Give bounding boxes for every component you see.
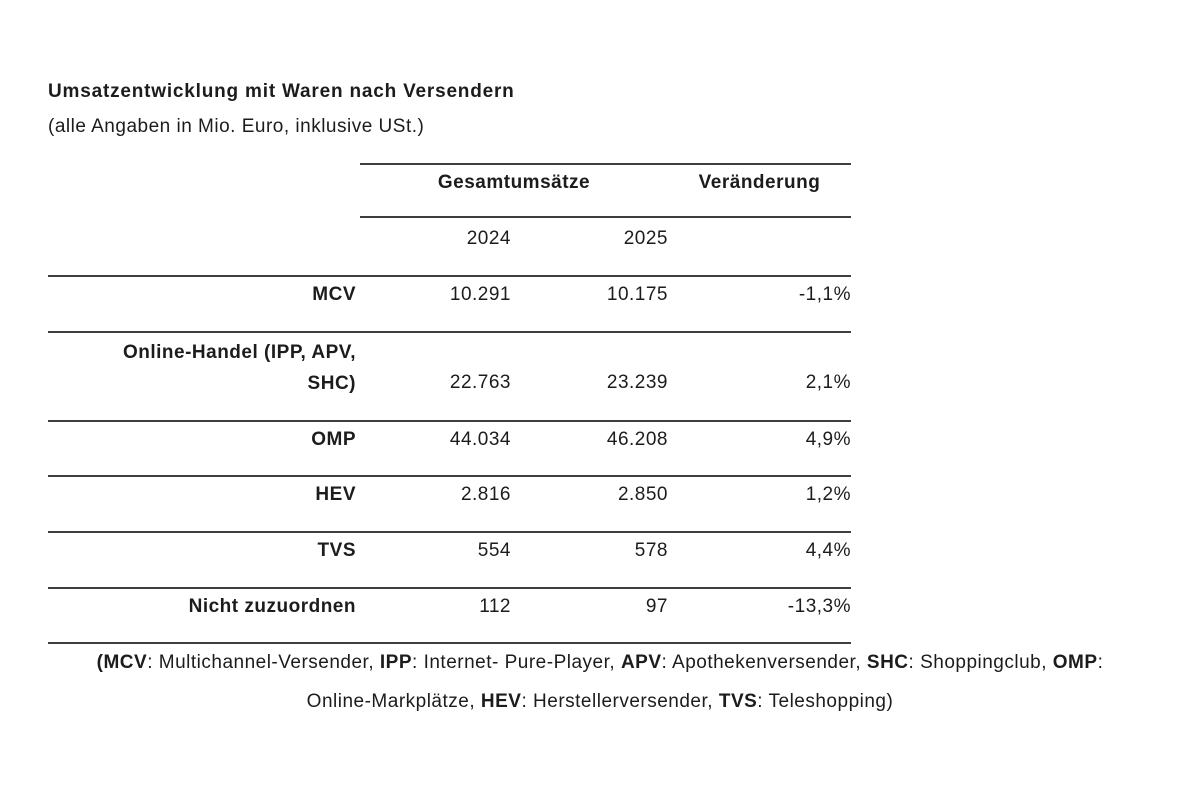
footnote-segment: SHC (866, 652, 909, 673)
change-value: 4,4% (805, 540, 851, 561)
value-2025: 23.239 (606, 372, 668, 393)
row-label: Online-Handel (IPP, APV, SHC) (48, 333, 360, 420)
footnote-segment: : Herstellerversender, (521, 691, 719, 712)
row-label: HEV (315, 484, 356, 505)
change-value: 2,1% (805, 372, 851, 393)
footnote-segment: : Shoppingclub, (908, 652, 1053, 673)
change-value: -1,1% (798, 284, 851, 305)
row-label: TVS (317, 540, 356, 561)
value-2024: 44.034 (449, 429, 511, 450)
footnote-segment: TVS (718, 691, 758, 712)
row-label: MCV (312, 284, 356, 305)
value-2025: 578 (634, 540, 668, 561)
table-row-nicht-zuzuordnen: Nicht zuzuordnen 112 97 -13,3% (48, 587, 851, 642)
document-title: Umsatzentwicklung mit Waren nach Versend… (48, 81, 515, 102)
footnote-segment: : Apothekenversender, (661, 652, 867, 673)
value-2024: 554 (477, 540, 511, 561)
footnote-segment: : (1097, 652, 1104, 673)
row-label-line1: Online-Handel (IPP, APV, (122, 342, 356, 363)
footnote-segment: HEV (480, 691, 522, 712)
value-2025: 2.850 (617, 484, 668, 505)
row-label: Nicht zuzuordnen (188, 596, 356, 617)
gesamtumsaetze-header: Gesamtumsätze (437, 172, 591, 193)
value-2024: 112 (479, 596, 511, 617)
footnote-segment: (MCV (96, 652, 148, 673)
document-subtitle: (alle Angaben in Mio. Euro, inklusive US… (48, 116, 425, 137)
abbreviation-footnote: (MCV: Multichannel-Versender, IPP: Inter… (0, 643, 1200, 721)
footnote-line-2: Online-Markplätze, HEV: Herstellerversen… (0, 682, 1200, 721)
table-row-omp: OMP 44.034 46.208 4,9% (48, 420, 851, 475)
change-value: -13,3% (787, 596, 851, 617)
footnote-segment: IPP (379, 652, 413, 673)
footnote-segment: : Teleshopping) (757, 691, 894, 712)
table-header-row-years: 2024 2025 (360, 218, 851, 275)
value-2025: 97 (645, 596, 668, 617)
table-row-hev: HEV 2.816 2.850 1,2% (48, 475, 851, 531)
footnote-segment: APV (620, 652, 662, 673)
row-label-line2: SHC) (307, 373, 356, 394)
change-value: 1,2% (805, 484, 851, 505)
value-2024: 22.763 (449, 372, 511, 393)
change-value: 4,9% (805, 429, 851, 450)
year-2024-header: 2024 (466, 228, 511, 249)
footnote-line-1: (MCV: Multichannel-Versender, IPP: Inter… (0, 643, 1200, 682)
table-row-tvs: TVS 554 578 4,4% (48, 531, 851, 587)
year-2025-header: 2025 (623, 228, 668, 249)
footnote-segment: : Multichannel-Versender, (147, 652, 380, 673)
footnote-segment: Online-Markplätze, (306, 691, 481, 712)
veraenderung-header: Veränderung (698, 172, 821, 193)
footnote-segment: OMP (1052, 652, 1098, 673)
value-2025: 46.208 (606, 429, 668, 450)
table-header-row-groups: Gesamtumsätze Veränderung (360, 165, 851, 218)
table-row-online-handel: Online-Handel (IPP, APV, SHC) 22.763 23.2… (48, 331, 851, 420)
revenue-table: Gesamtumsätze Veränderung 2024 2025 MCV … (48, 163, 851, 644)
value-2024: 2.816 (460, 484, 511, 505)
table-row-mcv: MCV 10.291 10.175 -1,1% (48, 275, 851, 331)
value-2025: 10.175 (606, 284, 668, 305)
value-2024: 10.291 (449, 284, 511, 305)
table-header: Gesamtumsätze Veränderung 2024 2025 (360, 163, 851, 275)
footnote-segment: : Internet- Pure-Player, (412, 652, 621, 673)
row-label: OMP (311, 429, 356, 450)
